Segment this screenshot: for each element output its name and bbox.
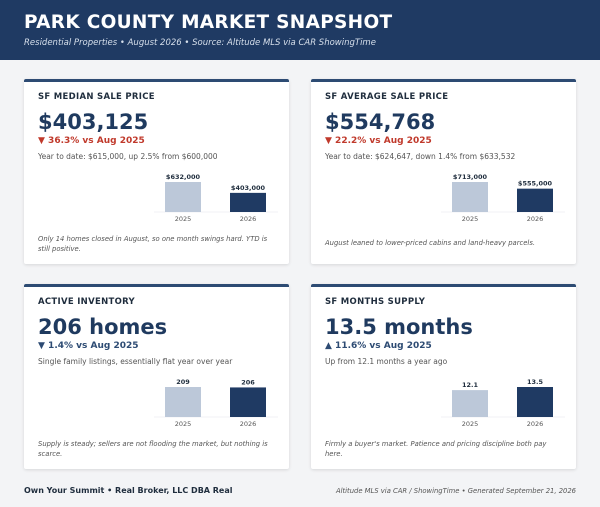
bar-year-label: 2026 [240, 215, 257, 223]
bar-2026 [517, 387, 553, 417]
bar-2026 [230, 192, 266, 212]
ytd-detail: Year to date: $615,000, up 2.5% from $60… [38, 152, 218, 161]
big-value: $403,125 [38, 110, 149, 134]
change-indicator: ▼ 36.3% vs Aug 2025 [38, 136, 145, 146]
bar-year-label: 2025 [175, 420, 192, 428]
bar-value-label: $555,000 [518, 180, 553, 188]
bar-year-label: 2025 [462, 420, 479, 428]
bar-chart: 12.1 2025 13.5 2026 [441, 378, 565, 428]
big-value: 206 homes [38, 315, 168, 339]
bar-chart: $632,000 2025 $403,000 2026 [154, 173, 278, 223]
big-value: 13.5 months [325, 315, 473, 339]
change-indicator: ▲ 11.6% vs Aug 2025 [325, 341, 432, 351]
card-active-inventory: ACTIVE INVENTORY 206 homes ▼ 1.4% vs Aug… [24, 284, 289, 469]
change-indicator: ▼ 22.2% vs Aug 2025 [325, 136, 432, 146]
bar-2025 [452, 390, 488, 417]
bar-value-label: $713,000 [453, 173, 488, 181]
report-footer: Own Your Summit • Real Broker, LLC DBA R… [0, 483, 600, 501]
bar-2025 [165, 387, 201, 417]
card-note: Only 14 homes closed in August, so one m… [38, 235, 268, 253]
bar-value-label: 12.1 [462, 381, 479, 389]
card-average-price: SF AVERAGE SALE PRICE $554,768 ▼ 22.2% v… [311, 79, 576, 264]
card-note: August leaned to lower-priced cabins and… [325, 239, 536, 247]
bar-2026 [517, 188, 553, 212]
footer-brand: Own Your Summit • Real Broker, LLC DBA R… [24, 486, 233, 495]
bar-year-label: 2025 [175, 215, 192, 223]
card-title: SF MONTHS SUPPLY [325, 297, 426, 307]
card-title: SF AVERAGE SALE PRICE [325, 92, 449, 102]
card-note: Supply is steady; sellers are not floodi… [38, 440, 268, 458]
bar-value-label: $403,000 [231, 184, 266, 192]
bar-value-label: 13.5 [527, 378, 544, 386]
bar-2026 [230, 387, 266, 417]
ytd-detail: Year to date: $624,647, down 1.4% from $… [325, 152, 516, 161]
bar-2025 [452, 182, 488, 212]
report-subtitle: Residential Properties • August 2026 • S… [24, 38, 376, 48]
card-months-supply: SF MONTHS SUPPLY 13.5 months ▲ 11.6% vs … [311, 284, 576, 469]
bar-chart: $713,000 2025 $555,000 2026 [441, 173, 565, 223]
report-title: PARK COUNTY MARKET SNAPSHOT [24, 12, 393, 33]
card-note: Firmly a buyer's market. Patience and pr… [325, 440, 547, 458]
detail-text: Up from 12.1 months a year ago [325, 357, 448, 366]
card-median-price: SF MEDIAN SALE PRICE $403,125 ▼ 36.3% vs… [24, 79, 289, 264]
bar-value-label: 206 [241, 378, 255, 386]
footer-source: Altitude MLS via CAR / ShowingTime • Gen… [335, 487, 576, 495]
bar-2025 [165, 182, 201, 212]
change-indicator: ▼ 1.4% vs Aug 2025 [38, 341, 139, 351]
card-title: ACTIVE INVENTORY [38, 297, 135, 307]
detail-text: Single family listings, essentially flat… [38, 357, 233, 366]
big-value: $554,768 [325, 110, 436, 134]
bar-year-label: 2026 [240, 420, 257, 428]
bar-year-label: 2025 [462, 215, 479, 223]
report-header: PARK COUNTY MARKET SNAPSHOT Residential … [0, 0, 600, 60]
bar-chart: 209 2025 206 2026 [154, 378, 278, 428]
card-title: SF MEDIAN SALE PRICE [38, 92, 155, 102]
bar-year-label: 2026 [527, 215, 544, 223]
bar-value-label: $632,000 [166, 173, 201, 181]
bar-value-label: 209 [176, 378, 190, 386]
bar-year-label: 2026 [527, 420, 544, 428]
